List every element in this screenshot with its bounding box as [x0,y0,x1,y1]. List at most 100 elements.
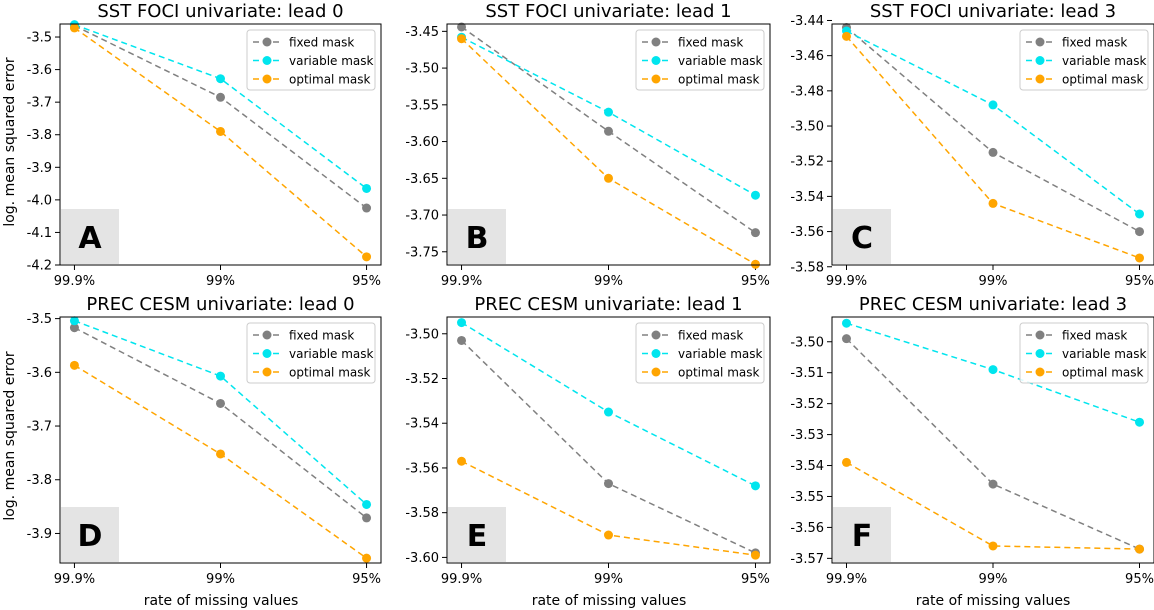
y-tick-label: -3.50 [405,62,439,77]
data-point-optimal-mask [457,34,467,44]
legend-box [246,322,376,384]
data-point-fixed-mask [750,228,760,238]
legend-marker [262,37,272,47]
panel-letter-background [61,209,119,264]
legend-label: optimal mask [678,72,759,86]
panel-letter: C [851,221,873,256]
data-point-optimal-mask [362,553,372,563]
panel-letter-background [448,507,506,562]
panel-b: B SST FOCI univariate: lead 1 -3.45 -3.50 -3… [405,1,771,289]
plot-frame [831,23,1154,266]
series-line-fixed-mask [845,338,1140,550]
x-tick-label: 99% [979,572,1008,587]
data-point-optimal-mask [216,126,225,136]
y-tick-label: -3.58 [790,260,824,275]
x-tick-label: 95% [352,274,381,289]
x-tick-label: 99% [206,274,235,289]
data-point-fixed-mask [362,513,372,523]
data-point-variable-mask [216,74,225,84]
chart-title: SST FOCI univariate: lead 1 [485,1,731,22]
panel-letter: D [78,519,103,554]
legend-label: fixed mask [678,35,743,49]
y-tick-label: -3.8 [27,473,52,488]
legend-marker [1035,56,1045,65]
legend-label: optimal mask [289,365,370,379]
data-point-optimal-mask [362,252,372,262]
legend-box [246,29,376,91]
y-tick-label: -3.5 [27,312,52,327]
plot-frame [59,23,382,266]
y-tick-label: -3.56 [405,461,439,476]
panel-e: E PREC CESM univariate: lead 1 -3.50 -3.52 -… [405,294,771,587]
x-tick-label: 95% [741,572,770,587]
data-point-variable-mask [362,183,372,193]
legend-marker [262,74,272,84]
panel-letter-background [833,209,891,264]
y-tick-label: -3.55 [405,98,439,113]
data-point-optimal-mask [604,530,613,540]
data-point-fixed-mask [1135,227,1145,237]
legend-box [635,29,765,91]
y-tick-label: -3.58 [405,506,439,521]
y-tick-label: -3.70 [405,209,439,224]
legend-marker [262,56,272,65]
data-point-optimal-mask [841,31,851,41]
panel-letter: E [467,519,488,554]
plot-frame [446,316,771,564]
y-tick-label: -3.56 [790,225,824,240]
legend-marker [1035,367,1045,377]
data-point-variable-mask [457,318,467,328]
data-point-optimal-mask [216,449,225,459]
data-point-optimal-mask [604,173,613,183]
x-axis-label-f: rate of missing values [916,593,1071,609]
y-tick-label: -3.50 [405,327,439,342]
legend-marker [651,74,661,84]
y-tick-label: -3.45 [405,25,439,40]
y-tick-label: -3.54 [790,459,824,474]
panel-letter-background [833,507,891,562]
y-tick-label: -3.75 [405,245,439,260]
chart-title: PREC CESM univariate: lead 1 [474,294,742,315]
data-point-fixed-mask [69,323,79,333]
y-tick-label: -3.60 [405,135,439,150]
legend-label: fixed mask [1062,328,1127,342]
panel-c: C SST FOCI univariate: lead 3 -3.44 -3.46 -3… [790,1,1154,289]
y-tick-label: -3.8 [27,128,52,143]
legend-label: variable mask [678,347,763,361]
y-tick-label: -3.52 [790,155,824,170]
data-point-variable-mask [69,316,79,326]
y-tick-label: -3.9 [27,527,52,542]
chart-title: SST FOCI univariate: lead 3 [870,1,1116,22]
data-point-variable-mask [216,371,225,381]
legend-marker [262,367,272,377]
data-point-optimal-mask [69,23,79,33]
x-tick-label: 95% [1125,274,1154,289]
data-point-fixed-mask [604,126,613,136]
y-tick-label: -3.50 [790,335,824,350]
y-tick-label: -3.53 [790,428,824,443]
x-tick-label: 95% [352,572,381,587]
x-axis-label-d: rate of missing values [144,593,299,609]
y-axis-label-bottom: log. mean squared error [2,351,18,521]
legend-marker [651,37,661,47]
data-point-optimal-mask [988,198,998,208]
data-point-variable-mask [750,190,760,200]
data-point-variable-mask [604,407,613,417]
legend-marker [262,330,272,340]
legend-marker [651,330,661,340]
y-tick-label: -3.44 [790,14,824,29]
data-point-fixed-mask [216,92,225,102]
data-point-fixed-mask [457,335,467,345]
data-point-fixed-mask [457,22,467,32]
legend-marker [1035,330,1045,340]
legend-box [1019,29,1149,91]
data-point-variable-mask [988,100,998,110]
legend-marker [651,367,661,377]
data-point-fixed-mask [362,203,372,213]
x-tick-label: 99.9% [54,274,95,289]
data-point-optimal-mask [750,259,760,269]
data-point-optimal-mask [69,360,79,370]
y-tick-label: -4.2 [27,259,52,274]
x-tick-label: 99.9% [441,274,482,289]
y-tick-label: -4.1 [27,226,52,241]
